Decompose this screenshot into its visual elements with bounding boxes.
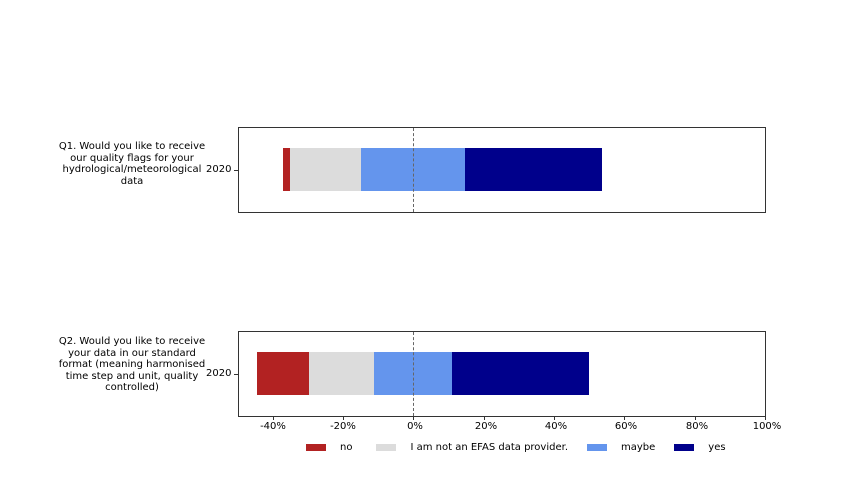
q2-line: your data in our standard (68, 347, 196, 359)
xtick-mark (624, 416, 625, 420)
legend-label: no (340, 442, 353, 453)
q2-bar-not-provider (309, 352, 374, 395)
legend-item-yes: yes (674, 442, 726, 453)
q2-bar-yes (452, 352, 589, 395)
xtick-mark (273, 416, 274, 420)
legend-label: yes (708, 442, 726, 453)
q1-label: Q1. Would you like to receive our qualit… (47, 141, 217, 187)
q1-ytick-label: 2020 (206, 164, 232, 175)
q1-bar-not-provider (290, 148, 361, 191)
xtick-mark (554, 416, 555, 420)
xtick-label: 0% (407, 421, 423, 432)
xtick-label: 40% (544, 421, 568, 432)
q1-bar-no (283, 148, 290, 191)
q1-zero-line (413, 128, 414, 212)
xtick-mark (484, 416, 485, 420)
legend-label: I am not an EFAS data provider. (410, 442, 568, 453)
q2-zero-line (413, 332, 414, 416)
q2-line: time step and unit, quality (65, 370, 199, 382)
legend-item-no: no (306, 442, 352, 453)
xtick-mark (765, 416, 766, 420)
q1-line: hydrological/meteorological (62, 164, 202, 175)
q2-line: Q2. Would you like to receive (58, 336, 206, 347)
q2-line: controlled) (105, 382, 159, 393)
q2-line: format (meaning harmonised (58, 359, 206, 370)
q1-bar-yes (465, 148, 602, 191)
legend-label: maybe (621, 442, 656, 453)
xtick-mark (343, 416, 344, 420)
legend: no I am not an EFAS data provider. maybe… (306, 442, 745, 453)
xtick-label: 100% (752, 421, 782, 432)
xtick-mark (695, 416, 696, 420)
q2-ytick-mark (234, 374, 238, 375)
q1-line: Q1. Would you like to receive (58, 141, 206, 152)
legend-swatch-yes (674, 444, 695, 451)
legend-swatch-no (306, 444, 326, 451)
legend-item-maybe: maybe (587, 442, 655, 453)
legend-swatch-not-provider (376, 444, 397, 451)
q1-line: data (120, 175, 144, 187)
legend-swatch-maybe (587, 444, 607, 451)
xtick-mark (413, 416, 414, 420)
legend-item-not-provider: I am not an EFAS data provider. (376, 442, 568, 453)
xtick-label: 80% (685, 421, 709, 432)
xtick-label: 20% (474, 421, 498, 432)
q2-bar-no (257, 352, 309, 395)
q1-line: our quality flags for your (70, 152, 194, 164)
xtick-label: -20% (330, 421, 356, 432)
xtick-label: 60% (614, 421, 638, 432)
q1-ytick-mark (234, 170, 238, 171)
q2-label: Q2. Would you like to receive your data … (47, 336, 217, 394)
q2-ytick-label: 2020 (206, 368, 232, 379)
xtick-label: -40% (260, 421, 286, 432)
